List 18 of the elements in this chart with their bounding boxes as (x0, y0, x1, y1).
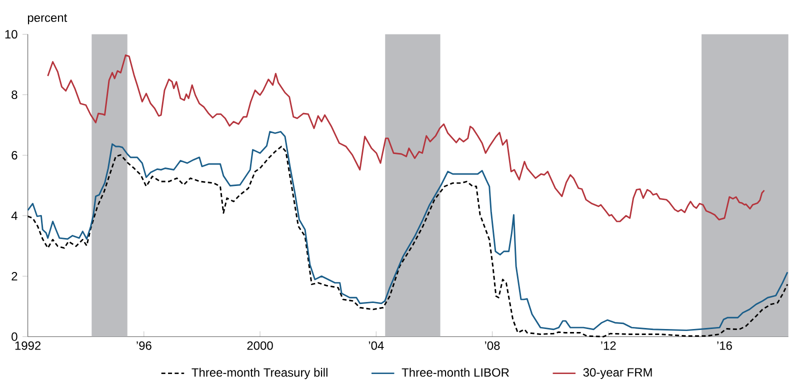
y-tick-label: 4 (11, 212, 18, 220)
x-tick-label: 2000 (247, 342, 273, 350)
x-tick-label: ’96 (136, 342, 152, 350)
y-tick-label: 8 (12, 90, 18, 100)
x-tick-label: ’12 (601, 342, 616, 350)
y-tick-label: 0 (12, 332, 18, 342)
y-tick-label: 6 (12, 151, 18, 160)
y-axis-title: percent (28, 14, 68, 24)
legend-label: Three-month Treasury bill (192, 368, 328, 380)
x-tick-label: ’16 (717, 342, 732, 350)
legend-label: Three-month LIBOR (402, 368, 509, 377)
x-tick-label: ’04 (368, 342, 384, 350)
y-tick-label: 10 (5, 30, 18, 39)
x-tick-label: ’08 (485, 342, 500, 350)
line-series (47, 54, 765, 222)
y-tick-label: 2 (12, 272, 18, 281)
x-tick-label: 1992 (15, 342, 41, 350)
legend-label: 30-year FRM (583, 368, 652, 380)
